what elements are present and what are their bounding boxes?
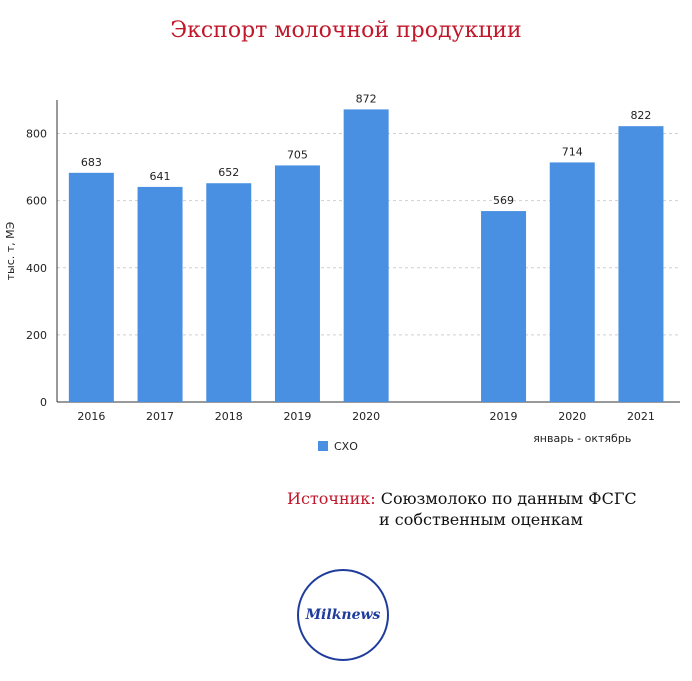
y-tick-label: 400 [26, 262, 47, 275]
bar-value-label: 683 [81, 156, 102, 169]
bar-value-label: 822 [630, 109, 651, 122]
source-line-1: Союзмолоко по данным ФСГС [380, 489, 637, 508]
bar [68, 172, 114, 402]
y-axis-label: тыс. т, МЭ [4, 221, 17, 280]
source-label: Источник: [287, 489, 376, 508]
milknews-logo: Milknews [297, 569, 389, 661]
bar [549, 162, 595, 402]
x-tick-label: 2020 [352, 410, 380, 423]
bar-value-label: 872 [356, 92, 377, 105]
bar-value-label: 714 [562, 145, 583, 158]
source-line-2: и собственным оценкам [379, 510, 583, 529]
bar-value-label: 652 [218, 166, 239, 179]
y-tick-label: 600 [26, 195, 47, 208]
source-note: Источник: Союзмолоко по данным ФСГС и со… [287, 488, 637, 530]
y-tick-label: 800 [26, 128, 47, 141]
legend-swatch [318, 441, 328, 451]
bar [618, 126, 664, 402]
y-tick-label: 0 [40, 396, 47, 409]
chart-title: Экспорт молочной продукции [170, 18, 522, 43]
y-tick-label: 200 [26, 329, 47, 342]
x-tick-label: 2021 [627, 410, 655, 423]
x-tick-label: 2019 [283, 410, 311, 423]
bar-chart: 0 200 400 600 800 тыс. т, МЭ 683 2016 641 2017 652… [4, 92, 680, 453]
bar [206, 183, 252, 402]
bar-value-label: 641 [150, 170, 171, 183]
x-tick-label: 2020 [558, 410, 586, 423]
bar [137, 186, 183, 402]
bar [481, 211, 527, 402]
bar [274, 165, 320, 402]
x-tick-label: 2017 [146, 410, 174, 423]
x-tick-label: 2018 [215, 410, 243, 423]
bar-value-label: 569 [493, 194, 514, 207]
bar-value-label: 705 [287, 148, 308, 161]
logo-text: Milknews [305, 607, 381, 623]
x-tick-label: 2016 [77, 410, 105, 423]
x-tick-label: 2019 [490, 410, 518, 423]
legend-label: СХО [334, 440, 358, 453]
group-label: январь - октябрь [533, 432, 631, 445]
bar [343, 109, 389, 402]
